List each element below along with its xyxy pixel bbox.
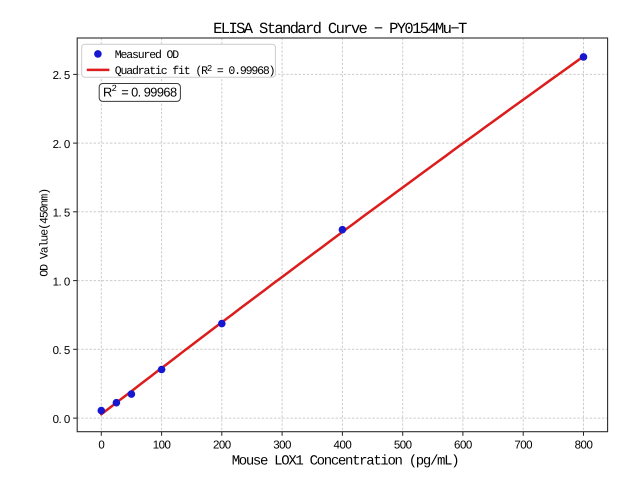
svg-text:0. 0: 0. 0 — [53, 414, 70, 426]
svg-text:100: 100 — [153, 440, 171, 452]
svg-text:R2 = 0. 99968: R2 = 0. 99968 — [103, 83, 177, 99]
svg-text:200: 200 — [213, 440, 231, 452]
svg-text:400: 400 — [334, 440, 352, 452]
svg-text:2. 0: 2. 0 — [53, 139, 70, 151]
svg-text:ELISA Standard Curve − PY0154M: ELISA Standard Curve − PY0154Mu−T — [213, 20, 467, 38]
svg-text:Mouse LOX1 Concentration (pg/m: Mouse LOX1 Concentration (pg/mL) — [232, 454, 459, 470]
svg-text:1. 0: 1. 0 — [53, 276, 70, 288]
svg-text:Measured OD: Measured OD — [115, 49, 180, 62]
svg-text:Quadratic fit (R2 = 0.99968): Quadratic fit (R2 = 0.99968) — [115, 64, 275, 78]
svg-text:600: 600 — [454, 440, 472, 452]
svg-text:0. 5: 0. 5 — [53, 345, 70, 357]
svg-text:1. 5: 1. 5 — [53, 208, 70, 220]
svg-text:300: 300 — [273, 440, 291, 452]
svg-text:500: 500 — [394, 440, 412, 452]
svg-text:700: 700 — [514, 440, 532, 452]
svg-text:2. 5: 2. 5 — [53, 70, 70, 82]
svg-text:800: 800 — [575, 440, 593, 452]
svg-text:OD Value(450nm): OD Value(450nm) — [39, 189, 52, 277]
svg-text:0: 0 — [98, 440, 104, 452]
